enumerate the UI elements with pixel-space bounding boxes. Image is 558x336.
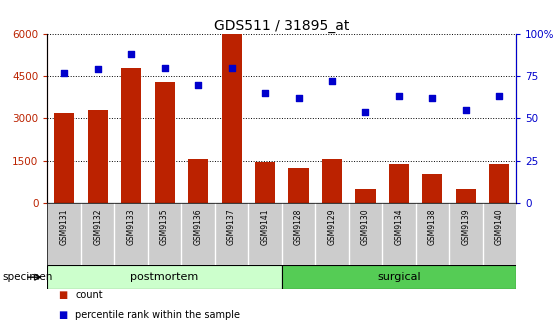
Text: GSM9132: GSM9132: [93, 208, 102, 245]
Bar: [389, 164, 409, 203]
Bar: [288, 168, 309, 203]
Point: [428, 95, 437, 101]
Text: surgical: surgical: [377, 272, 421, 282]
Point: [194, 82, 203, 87]
Point: [361, 109, 370, 114]
Text: specimen: specimen: [3, 272, 53, 282]
Bar: [422, 174, 442, 203]
Bar: [54, 113, 74, 203]
Point: [261, 90, 270, 96]
Text: GSM9133: GSM9133: [127, 208, 136, 245]
Text: GSM9137: GSM9137: [227, 208, 236, 245]
Text: GSM9138: GSM9138: [428, 208, 437, 245]
Point: [160, 65, 169, 70]
Text: ■: ■: [59, 310, 68, 320]
Text: GSM9136: GSM9136: [194, 208, 203, 245]
Text: count: count: [75, 290, 103, 300]
Text: GSM9130: GSM9130: [361, 208, 370, 245]
Bar: [121, 68, 141, 203]
Text: GSM9131: GSM9131: [60, 208, 69, 245]
Point: [395, 94, 403, 99]
Bar: [255, 162, 275, 203]
Bar: [222, 34, 242, 203]
Text: postmortem: postmortem: [131, 272, 199, 282]
Text: GSM9134: GSM9134: [395, 208, 403, 245]
Bar: [282, 265, 516, 289]
Bar: [489, 164, 509, 203]
Text: GSM9128: GSM9128: [294, 208, 303, 245]
Point: [127, 51, 136, 57]
Point: [461, 107, 470, 113]
Bar: [456, 189, 476, 203]
Point: [93, 67, 102, 72]
Point: [328, 78, 336, 84]
Point: [495, 94, 504, 99]
Text: GSM9139: GSM9139: [461, 208, 470, 245]
Point: [60, 70, 69, 75]
Point: [294, 95, 303, 101]
Text: GSM9140: GSM9140: [495, 208, 504, 245]
Title: GDS511 / 31895_at: GDS511 / 31895_at: [214, 18, 349, 33]
Bar: [47, 265, 282, 289]
Text: percentile rank within the sample: percentile rank within the sample: [75, 310, 240, 320]
Text: GSM9135: GSM9135: [160, 208, 169, 245]
Bar: [88, 110, 108, 203]
Text: GSM9129: GSM9129: [328, 208, 336, 245]
Point: [227, 65, 236, 70]
Bar: [188, 160, 208, 203]
Text: ■: ■: [59, 290, 68, 300]
Bar: [355, 189, 376, 203]
Bar: [322, 160, 342, 203]
Text: GSM9141: GSM9141: [261, 208, 270, 245]
Bar: [155, 82, 175, 203]
